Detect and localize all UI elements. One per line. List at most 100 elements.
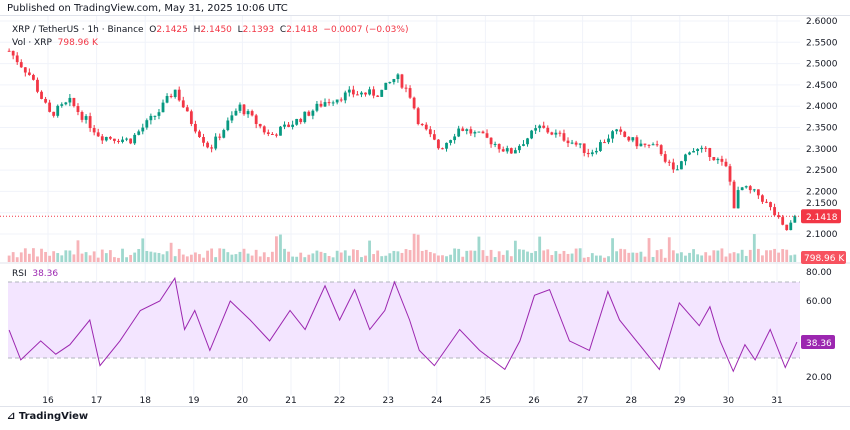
volume-bar — [408, 250, 412, 262]
candle-body — [441, 148, 444, 150]
candle-body — [692, 151, 695, 153]
tradingview-logo[interactable]: ⊿ TradingView — [7, 411, 88, 422]
candle-body — [356, 94, 359, 96]
volume-bar — [262, 252, 266, 262]
volume-bar — [198, 254, 201, 262]
volume-bar — [238, 251, 242, 262]
volume-bar — [420, 250, 424, 262]
candle-body — [627, 136, 631, 141]
candle-body — [461, 128, 465, 131]
chart-frame[interactable] — [0, 15, 850, 407]
volume-bar — [64, 250, 68, 262]
candle-body — [651, 144, 655, 146]
symbol-title[interactable]: XRP / TetherUS · 1h · Binance — [12, 25, 144, 35]
volume-bar — [169, 242, 173, 262]
candle-body — [400, 74, 404, 88]
candle-body — [473, 132, 477, 134]
volume-bar — [493, 257, 497, 262]
candle-body — [526, 138, 529, 145]
volume-bar — [505, 250, 509, 262]
volume-bar — [437, 255, 440, 262]
candle-body — [372, 89, 376, 96]
volume-bar — [449, 254, 452, 262]
volume-bar — [489, 249, 493, 262]
volume-bar — [692, 249, 695, 262]
volume-bar — [513, 240, 517, 262]
volume-bar — [469, 250, 473, 262]
candle-body — [117, 140, 120, 142]
candle-body — [194, 123, 197, 132]
volume-bar — [765, 250, 768, 262]
volume-bar — [574, 248, 578, 262]
candle-body — [392, 79, 396, 83]
volume-bar — [631, 252, 635, 262]
volume-bar — [416, 234, 420, 262]
candle-body — [335, 99, 339, 103]
volume-bar — [299, 252, 303, 262]
candle-body — [230, 115, 234, 121]
volume-bar — [376, 250, 380, 262]
volume-bar — [599, 255, 602, 262]
volume-bar — [157, 252, 161, 262]
volume-bar — [526, 251, 529, 262]
volume-bar — [226, 252, 230, 262]
candle-body — [732, 181, 736, 209]
candle-body — [92, 128, 96, 133]
volume-bar — [615, 251, 619, 262]
volume-bar — [254, 249, 258, 262]
candle-body — [380, 89, 384, 97]
volume-bar — [351, 249, 355, 262]
volume-bar — [432, 253, 436, 262]
volume-bar — [161, 254, 165, 262]
y-tick-label: 2.2500 — [806, 166, 838, 176]
volume-bar — [315, 250, 319, 262]
volume-bar — [133, 252, 137, 262]
volume-bar — [380, 256, 384, 262]
candle-body — [469, 129, 473, 134]
volume-bar — [554, 251, 558, 262]
y-tick-label: 2.5500 — [806, 38, 838, 48]
volume-bar — [335, 250, 339, 262]
candle-body — [360, 92, 363, 95]
volume-bar — [339, 252, 343, 262]
candle-body — [769, 202, 772, 208]
volume-value: 798.96 K — [57, 38, 98, 48]
x-tick-label: 19 — [188, 396, 200, 406]
volume-bar — [113, 257, 116, 262]
candle-body — [64, 102, 68, 105]
volume-bar — [594, 255, 598, 262]
volume-bar — [230, 254, 234, 262]
volume-bar — [752, 234, 756, 262]
volume-bar — [590, 253, 594, 262]
rsi-tick-label: 80.00 — [806, 268, 832, 278]
candle-body — [129, 138, 133, 144]
volume-bar — [141, 238, 145, 262]
volume-bar — [68, 250, 72, 262]
volume-bar — [647, 238, 651, 262]
volume-bar — [761, 255, 764, 262]
candle-body — [428, 129, 432, 135]
candle-body — [218, 136, 222, 138]
candle-body — [449, 140, 452, 143]
candle-body — [688, 152, 691, 155]
volume-bar — [659, 249, 663, 262]
volume-bar — [307, 254, 311, 262]
candle-body — [497, 143, 501, 150]
close-value: 2.1418 — [286, 25, 318, 35]
volume-bar — [173, 256, 177, 262]
candle-body — [611, 131, 614, 139]
candle-body — [789, 222, 793, 231]
candle-body — [655, 144, 659, 146]
volume-bar — [121, 248, 124, 262]
volume-bar — [145, 250, 149, 262]
volume-bar — [671, 250, 675, 262]
volume-bar — [643, 256, 647, 262]
volume-bar — [509, 256, 513, 262]
candle-body — [100, 136, 104, 141]
volume-bar — [793, 254, 797, 262]
y-tick-label: 2.5000 — [806, 60, 838, 70]
y-tick-label: 2.3500 — [806, 124, 838, 134]
volume-bar — [538, 236, 542, 262]
volume-bar — [92, 251, 96, 262]
